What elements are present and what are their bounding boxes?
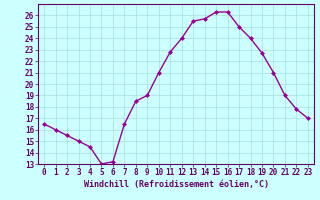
X-axis label: Windchill (Refroidissement éolien,°C): Windchill (Refroidissement éolien,°C) [84, 180, 268, 189]
